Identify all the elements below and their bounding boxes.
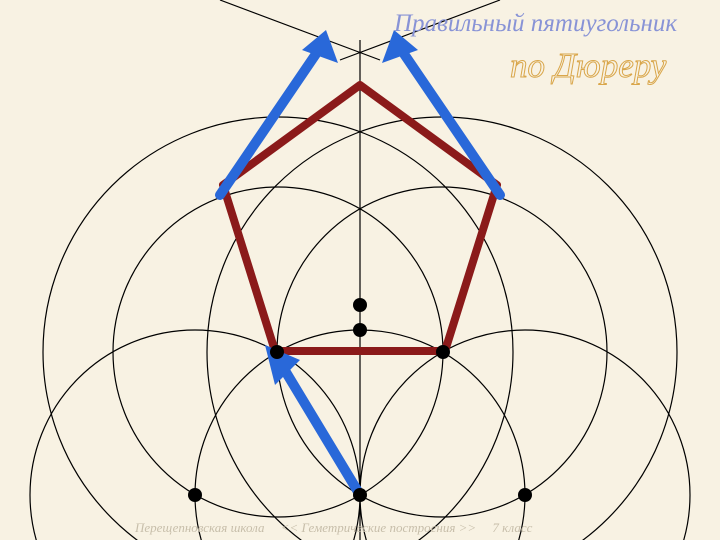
footer-right: 7 класс [492,520,532,535]
footer-text: Перещепновская школа << Геметрические по… [135,520,532,536]
footer-mid: << Геметрические построения >> [281,520,476,535]
title-line-1: Правильный пятиугольник [394,10,677,38]
diagram-canvas: Правильный пятиугольник по Дюреру Переще… [0,0,720,540]
title-line-2: по Дюреру [510,46,666,86]
footer-left: Перещепновская школа [135,520,264,535]
